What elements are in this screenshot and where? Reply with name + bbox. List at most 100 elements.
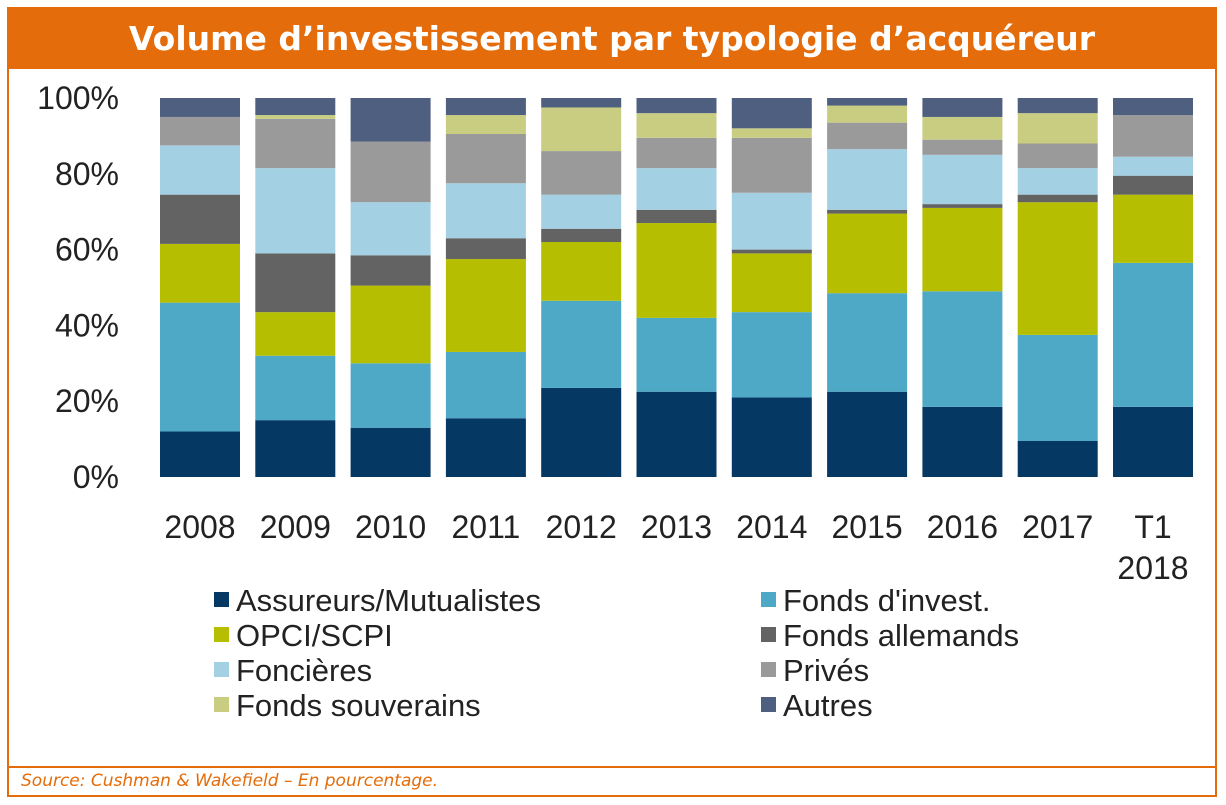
bar-segment	[541, 387, 622, 477]
chart-title: Volume d’investissement par typologie d’…	[9, 9, 1215, 69]
source-divider	[9, 766, 1215, 768]
bar-segment	[636, 168, 717, 210]
bar-segment	[445, 351, 526, 419]
bar-segment	[731, 312, 812, 398]
bar-segment	[731, 98, 812, 129]
x-tick-label: 2009	[260, 509, 331, 545]
y-tick-label: 80%	[55, 156, 119, 192]
bar-segment	[922, 154, 1003, 205]
bar-segment	[827, 98, 908, 106]
bars	[160, 98, 1193, 477]
source-note: Source: Cushman & Wakefield – En pourcen…	[21, 771, 439, 791]
bar-segment	[1017, 113, 1098, 144]
bar-segment	[445, 134, 526, 184]
bar-segment	[1113, 406, 1193, 477]
bar-segment	[445, 98, 526, 116]
bar-segment	[827, 122, 908, 150]
bar-segment	[255, 168, 336, 254]
x-tick-label: 2017	[1022, 509, 1093, 545]
legend: Assureurs/Mutualistes Fonds d'invest. OPCI…	[214, 583, 1019, 723]
bar-segment	[160, 431, 240, 477]
bar-segment	[922, 98, 1003, 117]
y-tick-label: 40%	[55, 307, 119, 343]
bar-segment	[160, 98, 240, 117]
bar-segment	[541, 228, 622, 243]
bar-segment	[541, 300, 622, 388]
bar-segment	[1017, 168, 1098, 195]
legend-swatch	[761, 627, 776, 642]
bar-segment	[731, 137, 812, 193]
bar-segment	[827, 213, 908, 294]
bar-segment	[255, 98, 336, 116]
bar-segment	[541, 151, 622, 195]
x-tick-label: 2010	[355, 509, 426, 545]
bar-segment	[922, 207, 1003, 292]
bar-segment	[350, 141, 431, 203]
bar-segment	[541, 107, 622, 152]
bar-segment	[541, 98, 622, 108]
legend-label: Autres	[783, 688, 873, 723]
bar-segment	[1113, 115, 1193, 157]
legend-label: Assureurs/Mutualistes	[236, 583, 541, 618]
bar-segment	[255, 118, 336, 169]
x-tick-label: 2013	[641, 509, 712, 545]
bar-segment	[160, 302, 240, 432]
bar-segment	[350, 427, 431, 477]
bar-segment	[731, 192, 812, 250]
bar-segment	[1017, 440, 1098, 477]
bar-segment	[827, 149, 908, 210]
bar-segment	[1113, 98, 1193, 116]
bar-segment	[160, 194, 240, 244]
y-axis: 0% 20% 40% 60% 80% 100%	[37, 80, 119, 495]
y-tick-label: 60%	[55, 232, 119, 268]
bar-segment	[922, 406, 1003, 477]
x-tick-label: 2014	[736, 509, 807, 545]
y-tick-label: 0%	[73, 459, 119, 495]
legend-label: Fonds souverains	[236, 688, 481, 723]
legend-swatch	[761, 592, 776, 607]
bar-segment	[255, 115, 336, 119]
bar-segment	[1113, 262, 1193, 407]
bar-segment	[445, 183, 526, 239]
bar-segment	[1113, 194, 1193, 263]
y-tick-label: 20%	[55, 383, 119, 419]
bar-segment	[1017, 194, 1098, 203]
legend-swatch	[761, 697, 776, 712]
bar-segment	[636, 209, 717, 224]
legend-swatch	[214, 662, 229, 677]
bar-segment	[731, 397, 812, 477]
x-tick-label: T1	[1134, 509, 1171, 545]
bar-segment	[445, 418, 526, 477]
bar-segment	[636, 317, 717, 392]
bar-segment	[160, 243, 240, 303]
bar-segment	[827, 391, 908, 477]
legend-swatch	[214, 592, 229, 607]
bar-segment	[445, 115, 526, 135]
bar-segment	[1113, 156, 1193, 176]
bar-segment	[922, 116, 1003, 140]
stacked-bar-chart: 0%20%40%60%80%100% 2008 2009 2010 2011 2012 2…	[37, 80, 1193, 723]
x-tick-label: 2011	[451, 509, 520, 545]
bar-segment	[731, 128, 812, 138]
x-tick-label: 2008	[164, 509, 235, 545]
bar-segment	[160, 145, 240, 195]
legend-label: Foncières	[236, 653, 372, 688]
bar-segment	[160, 116, 240, 146]
bar-segment	[255, 355, 336, 421]
bar-segment	[350, 98, 431, 142]
bar-segment	[827, 293, 908, 392]
legend-swatch	[214, 697, 229, 712]
legend-label: Privés	[783, 653, 869, 688]
legend-label: OPCI/SCPI	[236, 618, 393, 653]
y-tick-label: 100%	[37, 80, 119, 116]
bar-segment	[1113, 175, 1193, 195]
bar-segment	[350, 255, 431, 286]
chart-frame: Volume d’investissement par typologie d’…	[7, 7, 1217, 797]
bar-segment	[827, 209, 908, 214]
legend-label: Fonds d'invest.	[783, 583, 991, 618]
bar-segment	[541, 194, 622, 229]
bar-segment	[1017, 334, 1098, 441]
bar-segment	[255, 420, 336, 477]
bar-segment	[1017, 202, 1098, 335]
bar-segment	[922, 139, 1003, 155]
